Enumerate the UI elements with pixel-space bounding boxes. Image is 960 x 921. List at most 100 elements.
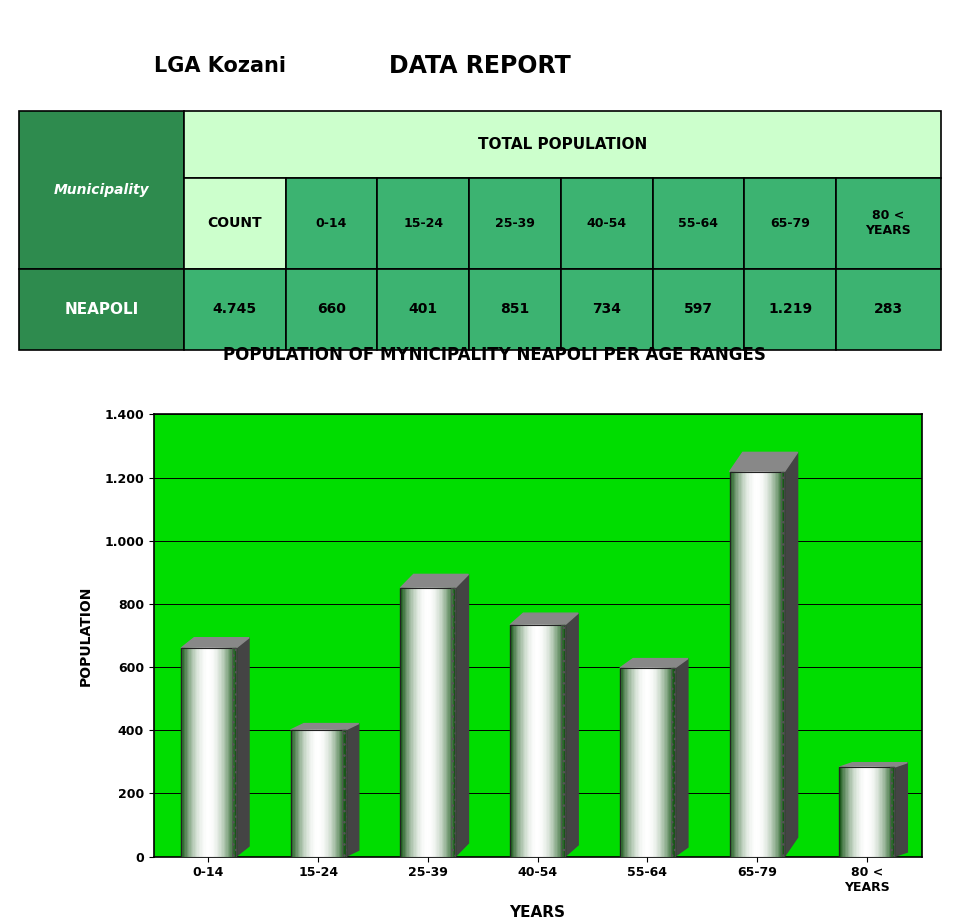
Text: 401: 401: [409, 302, 438, 316]
Bar: [318, 730, 320, 857]
Text: 40-54: 40-54: [587, 216, 627, 229]
Bar: [653, 668, 654, 857]
Bar: [550, 624, 551, 857]
Bar: [419, 588, 420, 857]
Bar: [857, 767, 858, 857]
Bar: [413, 588, 414, 857]
Bar: [736, 472, 738, 857]
X-axis label: YEARS: YEARS: [510, 905, 565, 920]
Bar: [852, 767, 853, 857]
Bar: [321, 730, 323, 857]
Bar: [435, 588, 436, 857]
Bar: [876, 767, 877, 857]
Bar: [646, 668, 647, 857]
Bar: [748, 472, 749, 857]
Bar: [781, 472, 783, 857]
Bar: [745, 472, 746, 857]
Bar: [873, 767, 874, 857]
Bar: [285, 269, 377, 350]
Bar: [836, 269, 941, 350]
Bar: [406, 588, 407, 857]
Bar: [436, 588, 438, 857]
Bar: [627, 668, 628, 857]
Bar: [442, 588, 443, 857]
Bar: [883, 767, 884, 857]
Bar: [215, 648, 217, 857]
Bar: [868, 767, 870, 857]
Bar: [890, 767, 892, 857]
Bar: [893, 767, 894, 857]
Bar: [310, 730, 311, 857]
Bar: [661, 668, 662, 857]
Bar: [656, 668, 657, 857]
Bar: [218, 648, 220, 857]
Text: 0-14: 0-14: [316, 216, 348, 229]
Bar: [183, 648, 185, 857]
Bar: [515, 624, 516, 857]
Bar: [783, 472, 784, 857]
Bar: [431, 588, 432, 857]
Bar: [858, 767, 860, 857]
Polygon shape: [236, 637, 249, 857]
Bar: [562, 624, 565, 857]
Bar: [871, 767, 873, 857]
Bar: [229, 648, 230, 857]
Bar: [851, 767, 852, 857]
Bar: [195, 648, 196, 857]
Bar: [855, 767, 857, 857]
Bar: [232, 648, 236, 857]
Bar: [298, 730, 299, 857]
Bar: [225, 648, 227, 857]
Bar: [768, 472, 769, 857]
Polygon shape: [675, 659, 688, 857]
Bar: [336, 730, 337, 857]
Bar: [429, 588, 431, 857]
Bar: [836, 178, 941, 269]
Bar: [631, 668, 633, 857]
Bar: [202, 648, 203, 857]
Text: COUNT: COUNT: [207, 216, 262, 230]
Bar: [663, 668, 665, 857]
Bar: [548, 624, 550, 857]
Bar: [624, 668, 625, 857]
Bar: [188, 648, 189, 857]
Bar: [438, 588, 439, 857]
Bar: [423, 588, 425, 857]
Bar: [756, 472, 757, 857]
Bar: [672, 668, 673, 857]
Bar: [201, 648, 202, 857]
Bar: [443, 588, 444, 857]
Bar: [531, 624, 532, 857]
Bar: [444, 588, 445, 857]
Bar: [217, 648, 218, 857]
Bar: [452, 588, 454, 857]
Bar: [469, 269, 561, 350]
Bar: [849, 767, 851, 857]
Bar: [181, 648, 182, 857]
Bar: [183, 111, 941, 178]
Bar: [313, 730, 314, 857]
Bar: [750, 472, 752, 857]
Text: TOTAL POPULATION: TOTAL POPULATION: [478, 136, 647, 152]
Bar: [628, 668, 630, 857]
Bar: [447, 588, 448, 857]
Bar: [875, 767, 876, 857]
Bar: [450, 588, 451, 857]
Bar: [333, 730, 335, 857]
Bar: [532, 624, 534, 857]
Bar: [625, 668, 627, 857]
Bar: [874, 767, 875, 857]
Bar: [842, 767, 844, 857]
Bar: [377, 269, 469, 350]
Bar: [327, 730, 329, 857]
Bar: [892, 767, 893, 857]
Bar: [516, 624, 517, 857]
Bar: [199, 648, 201, 857]
Bar: [409, 588, 410, 857]
Bar: [294, 730, 295, 857]
Bar: [518, 624, 519, 857]
Bar: [445, 588, 447, 857]
Bar: [340, 730, 342, 857]
Bar: [771, 472, 772, 857]
Text: 65-79: 65-79: [770, 216, 810, 229]
